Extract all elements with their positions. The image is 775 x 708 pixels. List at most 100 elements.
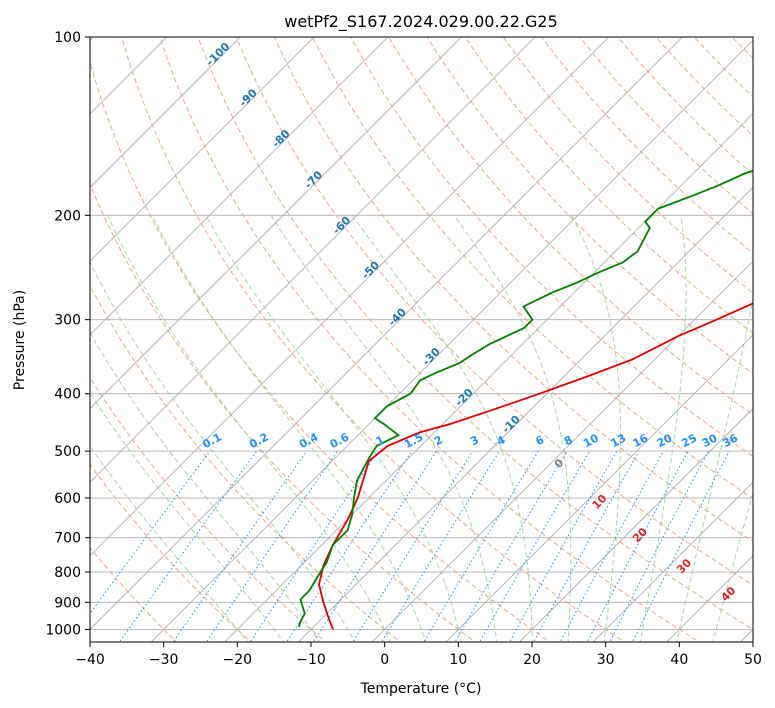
dry-adiabat-label: -90 [237, 86, 260, 109]
dewpoint-profile-line [298, 169, 753, 628]
y-tick-label: 800 [54, 565, 81, 581]
x-tick-label: −40 [75, 652, 105, 668]
moist-adiabat [712, 491, 753, 642]
mixing-ratio-label: 3 [468, 433, 481, 448]
isotherm-line [90, 37, 610, 557]
mixing-ratio-label: 4 [495, 433, 508, 448]
mixing-ratio-line [249, 450, 379, 642]
mixing-ratio-label: 0.4 [297, 430, 321, 451]
y-axis-label: Pressure (hPa) [12, 290, 28, 390]
dry-adiabat-label: -10 [500, 412, 523, 435]
isotherm-line [592, 481, 753, 642]
x-axis: −40 −30 −20 −10 0 10 20 30 40 50 [75, 642, 762, 668]
x-tick-label: 40 [670, 652, 688, 668]
moist-adiabat-label: 30 [674, 556, 694, 576]
plot-area [90, 37, 775, 644]
mixing-ratio-line [118, 450, 258, 642]
mixing-ratio-label: 1.5 [402, 431, 425, 452]
moist-adiabat [351, 215, 533, 642]
x-tick-label: 0 [380, 652, 389, 668]
mixing-ratio-label: 20 [655, 431, 675, 450]
temperature-profile-line [318, 302, 753, 630]
isotherm-line [90, 37, 389, 336]
line-labels: 0.1 0.2 0.4 0.6 1 1.5 2 3 4 6 8 10 13 16 20 25 30 36-100-… [200, 40, 740, 604]
isotherm-line [90, 37, 536, 483]
moist-adiabat [90, 445, 249, 642]
isotherm-line [90, 37, 242, 189]
moist-adiabat [270, 215, 498, 642]
moist-adiabat [570, 215, 622, 642]
mixing-ratio-label: 10 [581, 431, 601, 450]
dry-adiabat [388, 37, 753, 416]
isotherm-line [90, 37, 684, 631]
dry-adiabat [273, 37, 753, 543]
mixing-ratio-line [632, 450, 730, 642]
dry-adiabat [502, 37, 753, 294]
dry-adiabat-label: -60 [330, 214, 353, 237]
x-tick-label: 30 [597, 652, 615, 668]
isotherm-line [90, 37, 315, 262]
y-tick-label: 500 [54, 444, 81, 460]
dry-adiabat-label: -30 [420, 345, 443, 368]
dry-adiabat [311, 37, 753, 500]
moist-adiabat [205, 215, 462, 642]
y-axis: 1000 900 800 700 600 500 400 300 200 100 [45, 30, 90, 638]
moist-adiabat [151, 215, 427, 642]
x-axis-label: Temperature (°C) [360, 681, 482, 697]
isotherm-line [150, 39, 753, 642]
moist-adiabat [90, 331, 321, 642]
mixing-ratio-line [586, 450, 689, 642]
mixing-ratio-line [172, 450, 308, 642]
plot-frame [89, 36, 754, 643]
dry-adiabat [693, 37, 753, 98]
mixing-ratio-label: 0.6 [328, 430, 352, 451]
dry-adiabat [90, 60, 551, 642]
dry-adiabat [121, 37, 626, 642]
isotherm-line [90, 37, 463, 410]
mixing-ratio-label: 36 [721, 431, 741, 450]
y-tick-label: 900 [54, 595, 81, 611]
moist-adiabat [107, 215, 392, 642]
dry-adiabat [197, 37, 753, 630]
x-tick-label: 50 [744, 652, 762, 668]
mixing-ratio-label: 30 [700, 431, 720, 450]
mixing-ratio-line [352, 450, 474, 642]
dry-adiabat [90, 182, 476, 642]
x-tick-label: −10 [296, 652, 326, 668]
dry-adiabat [159, 37, 701, 642]
y-tick-label: 300 [54, 313, 81, 329]
dry-adiabat-label: -100 [204, 40, 233, 69]
mixing-ratio-label: 0.1 [200, 431, 223, 452]
y-tick-label: 200 [54, 208, 81, 224]
mixing-ratio-line [559, 450, 664, 642]
isotherm-line [445, 334, 753, 642]
mixing-ratio-line [90, 450, 211, 615]
isotherm-line [297, 186, 753, 642]
x-tick-label: 10 [449, 652, 467, 668]
mixing-ratio-line [454, 450, 568, 642]
mixing-ratio-label: 13 [609, 431, 629, 450]
dry-adiabat-label: -80 [269, 127, 292, 150]
mixing-ratio-label: 16 [631, 431, 651, 450]
chart-title: wetPf2_S167.2024.029.00.22.G25 [284, 12, 558, 32]
dry-adiabat-label: -20 [453, 386, 476, 409]
mixing-ratio-line [609, 450, 709, 642]
x-tick-label: −30 [149, 652, 179, 668]
moist-adiabat [90, 391, 285, 642]
dry-adiabat-label: -40 [386, 305, 409, 328]
mixing-ratio-label: 25 [679, 431, 699, 450]
dry-adiabat [617, 37, 753, 176]
dry-adiabat [770, 37, 775, 644]
dry-adiabat [426, 37, 753, 375]
isotherm-line [518, 407, 753, 642]
dry-adiabat [90, 463, 252, 642]
moist-adiabat [676, 296, 753, 642]
dry-adiabat [464, 37, 753, 334]
mixing-ratio-line [205, 450, 338, 642]
y-tick-label: 1000 [45, 622, 81, 638]
mixing-ratio-label: 2 [432, 433, 445, 448]
dry-adiabat-label: -70 [302, 168, 325, 191]
y-tick-label: 700 [54, 531, 81, 547]
isotherm-line [224, 113, 753, 642]
